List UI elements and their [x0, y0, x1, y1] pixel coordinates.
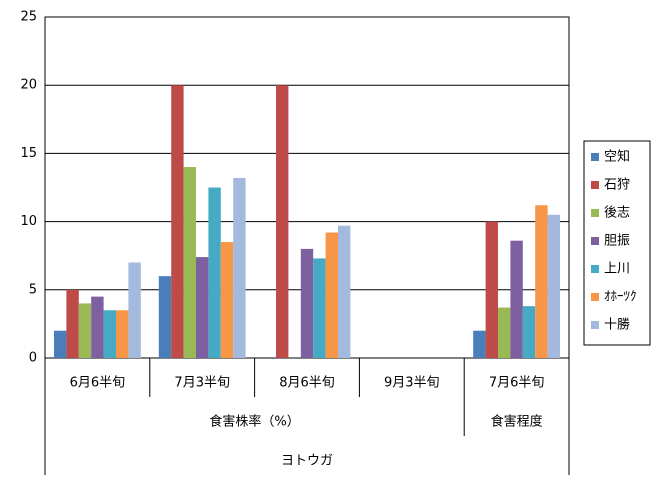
bar: [300, 248, 314, 358]
x-tick-label: 7月3半旬: [174, 376, 230, 391]
legend-swatch: [591, 237, 599, 245]
y-tick-label: 20: [20, 78, 37, 93]
y-tick-label: 5: [29, 282, 37, 297]
legend-label: 胆振: [604, 234, 630, 249]
x-tick-label: 7月6半旬: [489, 376, 545, 391]
bar: [276, 85, 289, 358]
bar: [78, 303, 92, 358]
legend-swatch: [591, 293, 599, 301]
legend-swatch: [591, 321, 599, 329]
x-tick-label: 9月3半旬: [384, 376, 440, 391]
legend-label: 石狩: [604, 178, 630, 193]
bar: [158, 276, 172, 358]
y-tick-label: 10: [20, 214, 37, 229]
legend-swatch: [591, 265, 599, 273]
bar: [547, 214, 560, 358]
bar: [171, 85, 184, 358]
bar: [66, 289, 79, 358]
bar: [183, 167, 196, 358]
group-label: 食害株率（%）: [209, 414, 299, 430]
bar: [325, 232, 338, 358]
legend-swatch: [591, 153, 599, 161]
bar: [54, 330, 67, 358]
x-tick-label: 8月6半旬: [279, 376, 335, 391]
legend-label: ｵﾎｰﾂｸ: [604, 290, 637, 305]
legend-label: 空知: [604, 149, 630, 165]
bar: [522, 306, 536, 358]
y-tick-label: 0: [29, 351, 37, 366]
bar: [220, 242, 234, 358]
super-group-label: ヨトウガ: [281, 454, 333, 469]
bar: [208, 187, 221, 358]
bar: [196, 257, 209, 358]
bar: [313, 258, 326, 358]
legend-label: 十勝: [604, 318, 630, 333]
legend-label: 後志: [604, 206, 630, 221]
bar: [116, 310, 129, 358]
bar: [510, 240, 523, 358]
y-tick-label: 25: [20, 10, 37, 25]
bar: [103, 310, 116, 358]
legend-label: 上川: [604, 262, 630, 277]
legend-swatch: [591, 181, 599, 189]
bar: [338, 225, 351, 358]
group-label: 食害程度: [491, 414, 543, 430]
bar: [128, 262, 141, 358]
y-tick-label: 15: [20, 146, 37, 161]
bar: [485, 221, 498, 358]
bar: [498, 307, 511, 358]
bar: [473, 330, 486, 358]
bar: [91, 296, 104, 358]
bar: [233, 177, 246, 358]
bar: [535, 205, 548, 358]
x-tick-label: 6月6半旬: [70, 376, 126, 391]
legend-swatch: [591, 209, 599, 217]
